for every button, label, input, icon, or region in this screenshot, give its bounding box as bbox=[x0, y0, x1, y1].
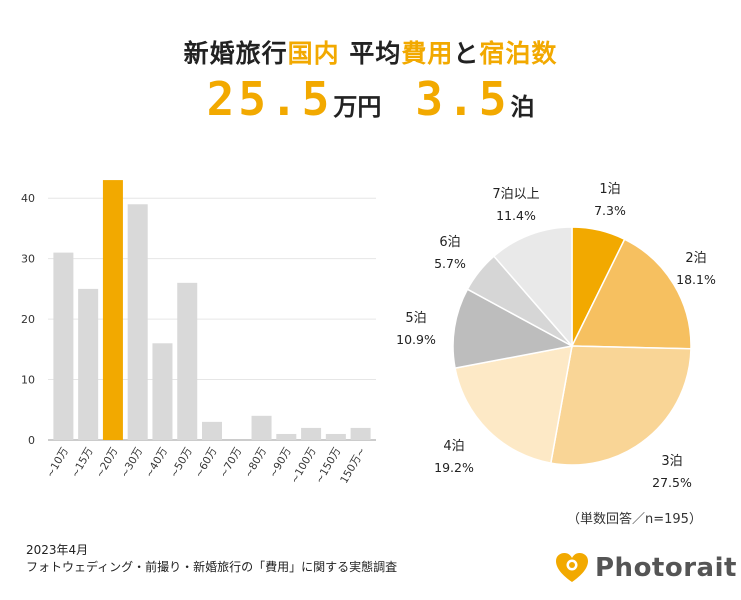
bar bbox=[350, 427, 371, 440]
pie-slice-value: 19.2% bbox=[434, 460, 474, 475]
bar bbox=[251, 415, 272, 440]
pie-slice-label: 3泊 bbox=[661, 454, 682, 469]
heart-camera-icon bbox=[556, 553, 588, 582]
bar bbox=[301, 427, 322, 440]
pie-slice-value: 27.5% bbox=[652, 475, 692, 490]
pie-slice-value: 10.9% bbox=[396, 332, 436, 347]
brand-logo: Photorait bbox=[555, 548, 737, 588]
bar bbox=[177, 282, 198, 440]
pie-slice-label: 4泊 bbox=[443, 439, 464, 454]
bar bbox=[202, 421, 222, 440]
footer-source: フォトウェディング・前撮り・新婚旅行の「費用」に関する実態調査 bbox=[26, 560, 398, 574]
pie-slice-label: 7泊以上 bbox=[492, 187, 539, 202]
headline-part4: 費用 bbox=[401, 39, 454, 68]
x-tick-label: ~30万 bbox=[119, 446, 146, 480]
average-nights-value: 3.5 bbox=[415, 72, 511, 126]
average-cost-unit: 万円 bbox=[333, 93, 382, 121]
headline-part2: 国内 bbox=[287, 39, 340, 68]
x-tick-label: ~90万 bbox=[267, 446, 294, 480]
bar bbox=[325, 433, 346, 440]
headline: 新婚旅行国内 平均費用と宿泊数 bbox=[0, 34, 741, 70]
stats-line: 25.5万円 3.5泊 bbox=[0, 72, 741, 126]
bar bbox=[276, 433, 297, 440]
x-tick-label: ~15万 bbox=[69, 446, 96, 480]
pie-slice bbox=[549, 345, 692, 466]
bar bbox=[78, 288, 99, 440]
bar bbox=[152, 343, 173, 440]
x-tick-label: ~60万 bbox=[193, 446, 220, 480]
headline-part3: 平均 bbox=[339, 39, 402, 68]
nights-pie-chart: 1泊 7.3% 2泊 18.1% 3泊 27.5% 4泊 19.2% 5泊 10.9% 6泊 5.7%… bbox=[396, 182, 716, 490]
x-tick-label: ~20万 bbox=[94, 446, 121, 480]
pie-slice bbox=[492, 226, 573, 349]
pie-slice-value: 18.1% bbox=[676, 272, 716, 287]
brand-name: Photorait bbox=[595, 553, 737, 583]
average-nights-unit: 泊 bbox=[510, 93, 535, 121]
x-tick-label: ~40万 bbox=[143, 446, 170, 480]
pie-slice-value: 7.3% bbox=[594, 203, 626, 218]
x-tick-label: ~50万 bbox=[168, 446, 195, 480]
pie-note: （単数回答／n=195） bbox=[567, 512, 702, 527]
bar bbox=[127, 204, 148, 440]
y-tick-label: 40 bbox=[21, 192, 35, 205]
footer-date: 2023年4月 bbox=[26, 543, 89, 557]
pie-slice-value: 5.7% bbox=[434, 256, 466, 271]
headline-part6: 宿泊数 bbox=[479, 39, 558, 68]
y-tick-label: 20 bbox=[21, 313, 35, 326]
bar bbox=[53, 252, 74, 440]
x-tick-label: ~70万 bbox=[218, 446, 245, 480]
headline-part5: と bbox=[453, 39, 480, 68]
y-tick-label: 0 bbox=[28, 434, 35, 447]
pie-slice bbox=[454, 345, 573, 464]
y-tick-label: 30 bbox=[21, 253, 35, 266]
pie-slice-value: 11.4% bbox=[496, 208, 536, 223]
headline-part1: 新婚旅行 bbox=[183, 39, 288, 68]
pie-slice-label: 5泊 bbox=[405, 311, 426, 326]
y-tick-label: 10 bbox=[21, 374, 35, 387]
cost-bar-chart: 0 10 20 30 40 ~10万~15万~20万~30万~40万~50万~60万~70… bbox=[21, 180, 376, 486]
x-tick-label: ~10万 bbox=[44, 446, 71, 480]
pie-slice-label: 2泊 bbox=[685, 251, 706, 266]
pie-slice bbox=[452, 288, 575, 369]
bar bbox=[102, 180, 123, 441]
pie-slice-label: 1泊 bbox=[599, 182, 620, 197]
x-tick-label: ~80万 bbox=[242, 446, 269, 480]
pie-slice bbox=[570, 238, 692, 350]
average-cost-value: 25.5 bbox=[206, 72, 334, 126]
pie-slice-label: 6泊 bbox=[439, 235, 460, 250]
